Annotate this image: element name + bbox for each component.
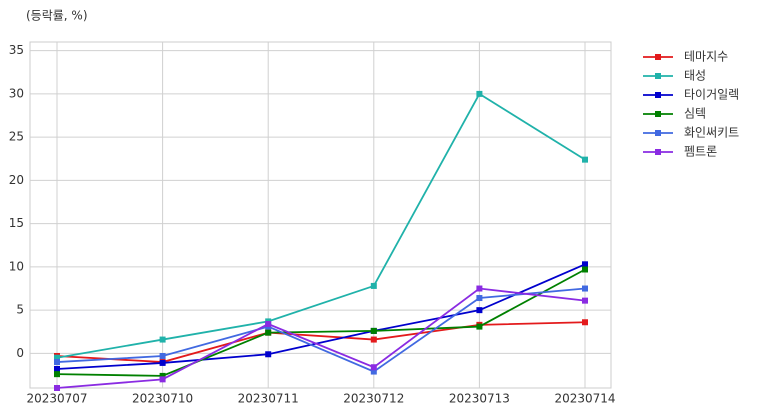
legend-marker [655,130,661,136]
point-marker [476,323,483,330]
point-marker [54,365,60,372]
series-line [56,321,586,363]
point-marker [476,285,483,292]
point-marker [476,295,483,302]
legend-marker [655,111,661,117]
legend-marker [655,73,661,79]
point-marker [370,282,377,289]
point-marker [370,327,377,334]
point-marker [370,364,377,371]
point-marker [476,90,483,97]
legend-label: 심텍 [684,107,706,121]
point-marker [159,372,166,379]
legend-marker [655,92,661,98]
point-marker [159,352,166,359]
y-tick-label: 5 [16,303,24,317]
point-marker [265,329,272,336]
point-marker [54,371,60,378]
y-tick-label: 10 [9,259,24,273]
series-line [56,92,586,359]
x-tick-label: 20230713 [449,392,510,406]
x-tick-label: 20230710 [132,392,193,406]
x-tick-label: 20230714 [554,392,615,406]
x-tick-label: 20230712 [343,392,404,406]
legend-marker [655,149,661,155]
plot-frame [29,41,612,389]
legend-label: 펨트론 [684,145,717,159]
point-marker [159,336,166,343]
point-marker [54,354,60,361]
x-tick-label: 20230711 [238,392,299,406]
series-line [56,287,586,389]
point-marker [582,261,588,268]
series-line [56,268,586,377]
point-marker [582,156,588,163]
point-marker [582,297,588,304]
legend-label: 타이거일렉 [684,88,739,102]
point-marker [159,359,166,366]
point-marker [370,336,377,343]
legend-label: 테마지수 [684,50,728,64]
y-axis-label: (등락률, %) [26,9,88,23]
legend-label: 태성 [684,69,706,83]
x-tick-label: 20230707 [26,392,87,406]
point-marker [370,368,377,375]
y-tick-label: 25 [9,130,24,144]
point-marker [54,359,60,366]
point-marker [476,307,483,314]
legend-marker [655,54,661,60]
y-tick-label: 35 [9,43,24,57]
y-tick-label: 20 [9,173,24,187]
y-tick-label: 15 [9,216,24,230]
point-marker [582,266,588,273]
y-tick-label: 30 [9,86,24,100]
point-marker [582,285,588,292]
point-marker [159,376,166,383]
point-marker [54,385,60,391]
point-marker [265,351,272,358]
legend-label: 화인써키트 [684,126,739,140]
series-line [56,287,586,373]
series-line [56,263,586,370]
point-marker [265,320,272,327]
y-tick-label: 0 [16,346,24,360]
point-marker [582,319,588,326]
